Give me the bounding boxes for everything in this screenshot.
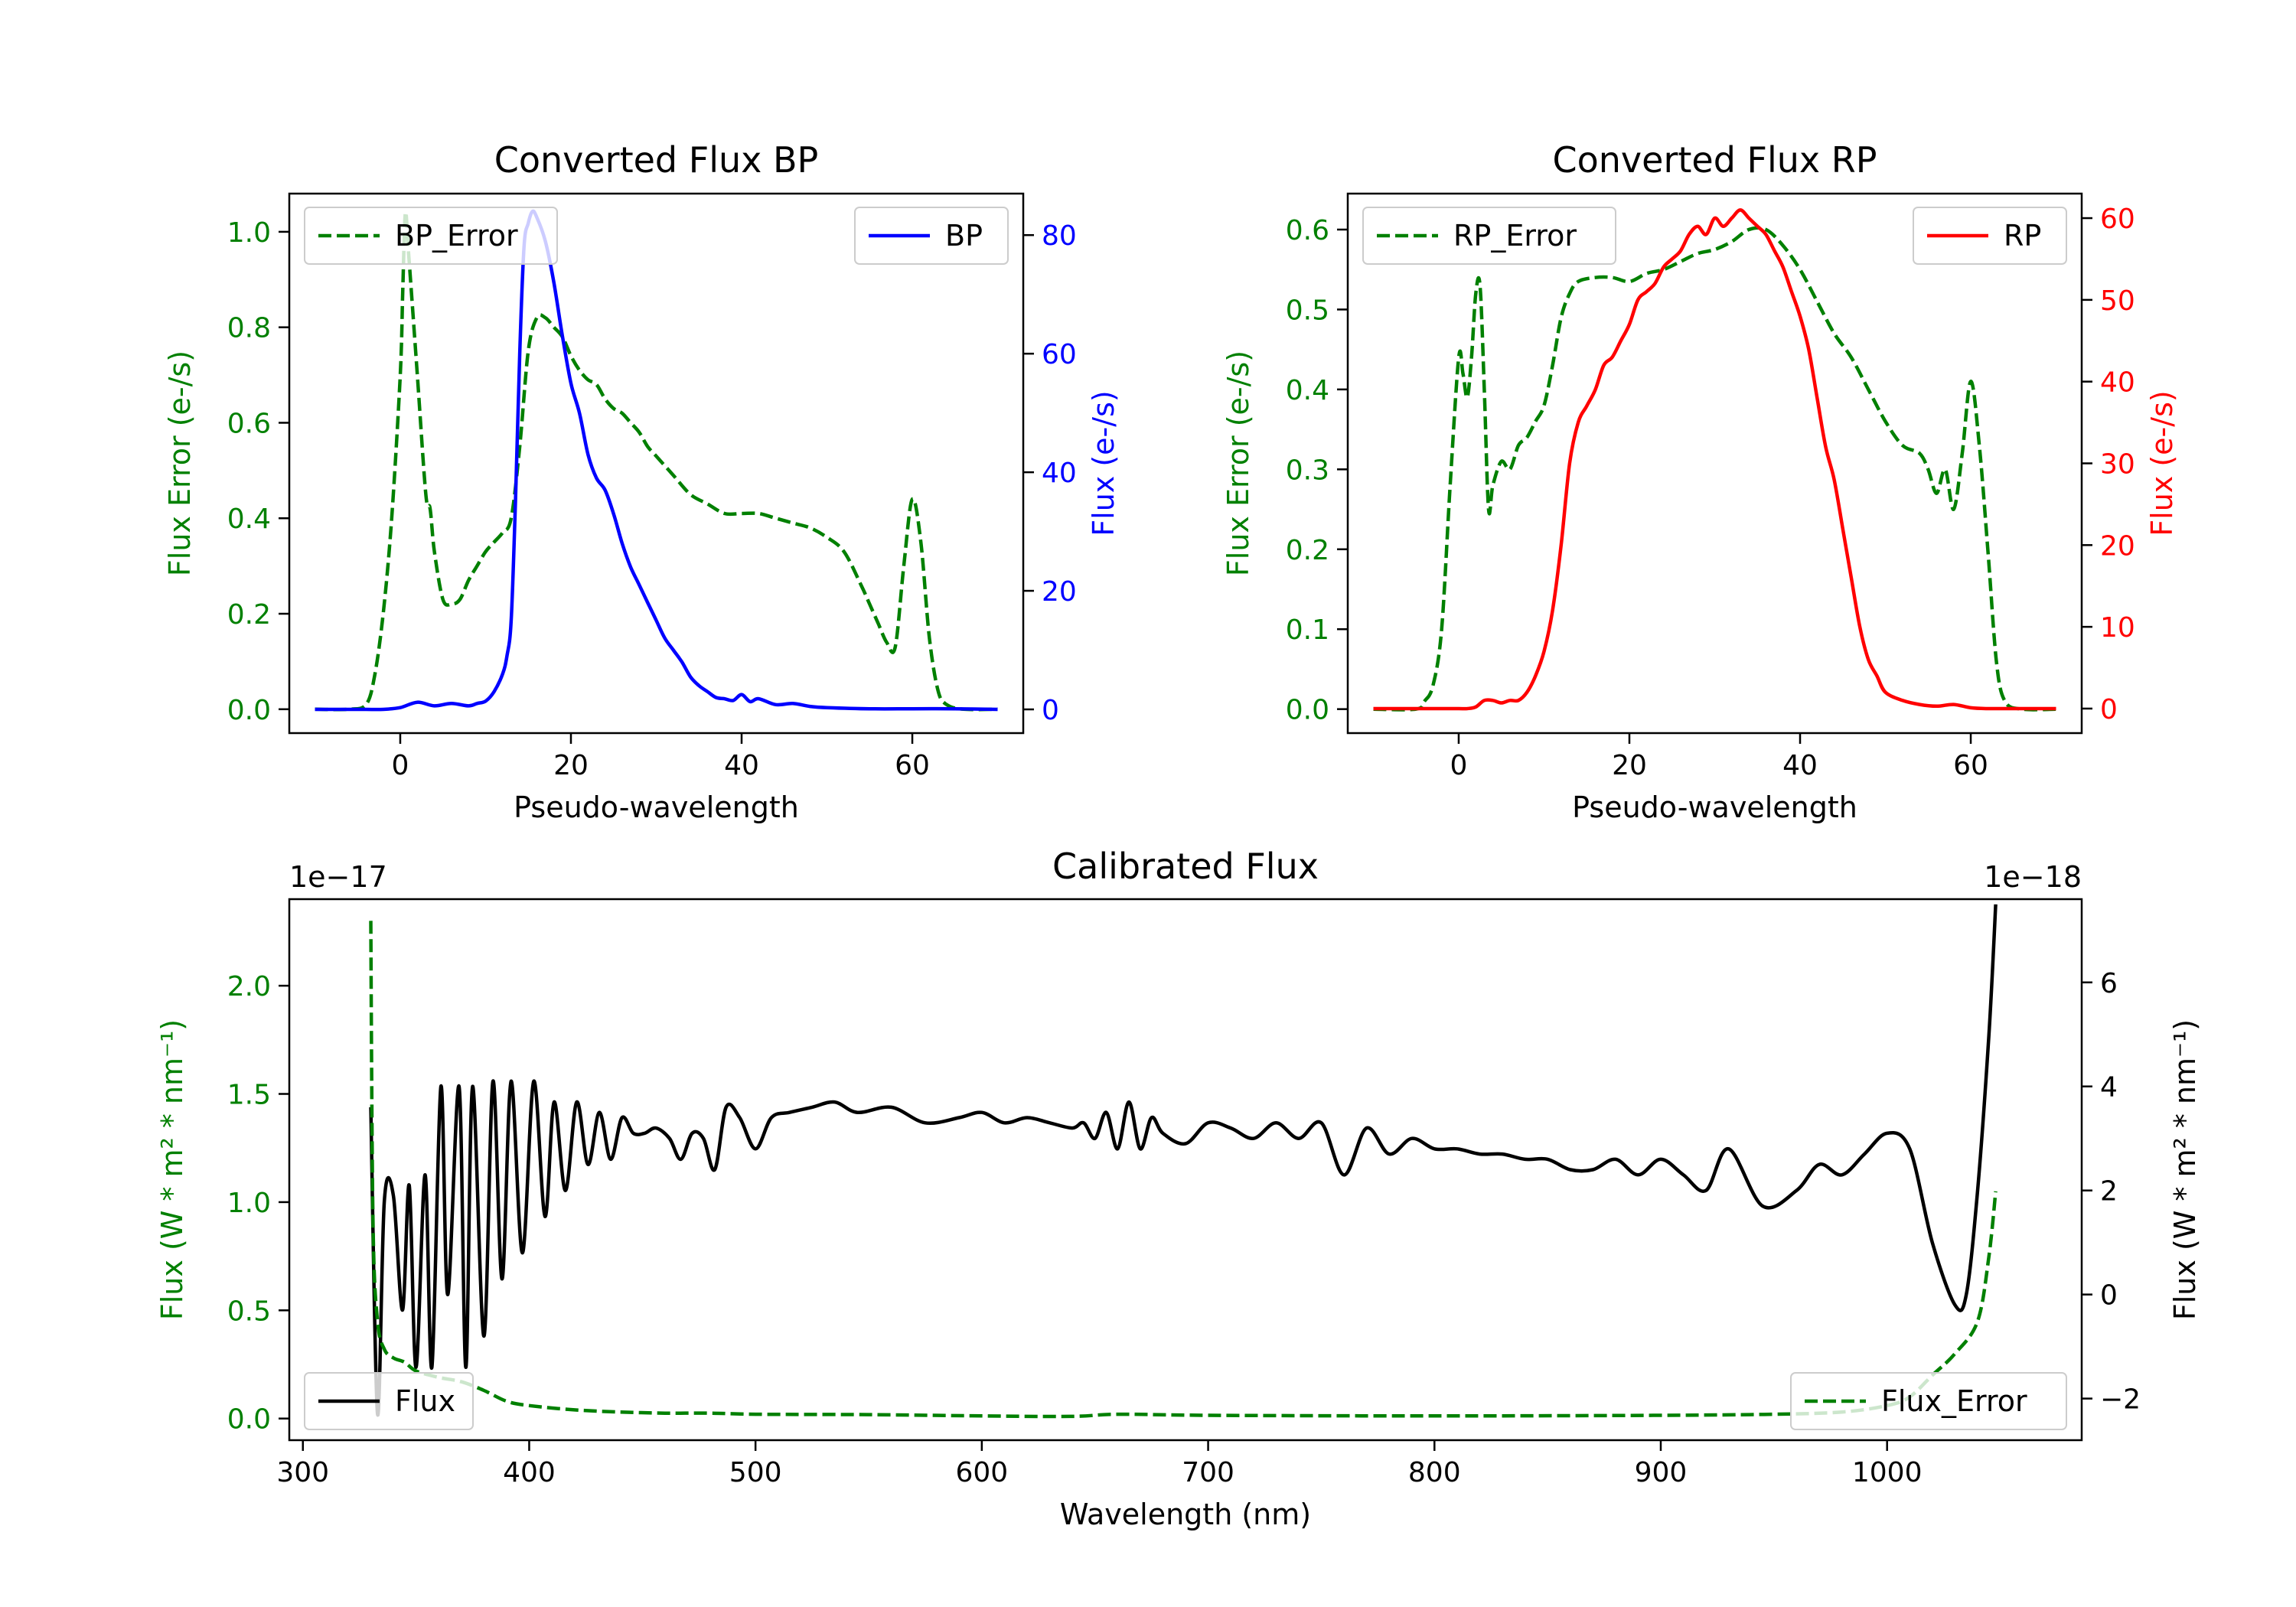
y-left-tick-label: 0.5 [227, 1296, 271, 1327]
y-left-tick-label: 0.2 [227, 599, 271, 631]
x-tick-label: 40 [1782, 750, 1818, 781]
y-left-tick-label: 1.0 [227, 1188, 271, 1219]
y-left-tick-label: 0.0 [227, 1404, 271, 1436]
legend-bp: BP [854, 207, 1009, 265]
plot-frame [288, 898, 2083, 1442]
x-tick-label: 700 [1182, 1457, 1234, 1488]
x-tick-label: 800 [1408, 1457, 1461, 1488]
y-left-tick-label: 0.4 [227, 504, 271, 535]
y-right-tick-label: 60 [1042, 339, 1077, 370]
x-axis-label: Wavelength (nm) [1060, 1498, 1311, 1531]
calibrated-chart: 300 400 500 600 700 800 900 1000 0.0 0.5 1.0 1.5 2.0… [155, 846, 2202, 1531]
y-right-axis-label: Flux (W * m² * nm⁻¹) [2168, 1019, 2202, 1320]
y-left-axis-label: Flux (W * m² * nm⁻¹) [155, 1019, 189, 1320]
legend-label: BP_Error [395, 219, 518, 253]
y-left-tick-label: 0.1 [1286, 614, 1329, 646]
x-tick-label: 60 [1953, 750, 1988, 781]
x-tick-label: 40 [724, 750, 759, 781]
y-right-tick-label: 80 [1042, 220, 1077, 252]
y-left-axis-label: Flux Error (e-/s) [1221, 350, 1255, 576]
legend-box [304, 207, 558, 265]
x-tick-label: 20 [1612, 750, 1647, 781]
series-line-flux [369, 904, 1998, 1417]
legend-box [1362, 207, 1616, 265]
legend-flux-error: Flux_Error [1790, 1372, 2067, 1430]
y-right-tick-label: 20 [1042, 576, 1077, 608]
y-right-axis-label: Flux (e-/s) [2145, 390, 2179, 536]
x-tick-label: 300 [276, 1457, 329, 1488]
y-right-tick-label: 0 [2100, 1280, 2118, 1312]
y-right-axis-label: Flux (e-/s) [1087, 390, 1120, 536]
legend-box [1913, 207, 2067, 265]
y-right-tick-label: 6 [2100, 968, 2118, 999]
legend-label: RP [2004, 219, 2041, 253]
series-line-flux-error [369, 921, 1998, 1419]
legend-flux: Flux [304, 1372, 474, 1430]
y-left-tick-label: 0.0 [227, 695, 271, 726]
legend-rp-error: RP_Error [1362, 207, 1616, 265]
y-left-offset-text: 1e−17 [289, 860, 387, 894]
legend-box [304, 1372, 474, 1430]
x-tick-label: 0 [392, 750, 409, 781]
y-right-tick-label: 30 [2100, 449, 2135, 481]
chart-title: Converted Flux BP [494, 139, 819, 181]
y-right-tick-label: 20 [2100, 530, 2135, 562]
x-tick-label: 900 [1635, 1457, 1688, 1488]
y-left-tick-label: 1.5 [227, 1080, 271, 1111]
y-left-tick-label: 0.6 [1286, 215, 1329, 246]
y-right-tick-label: 40 [1042, 458, 1077, 489]
legend-label: Flux [395, 1384, 455, 1418]
x-tick-label: 0 [1450, 750, 1468, 781]
x-tick-label: 1000 [1852, 1457, 1923, 1488]
y-left-axis-label: Flux Error (e-/s) [163, 350, 197, 576]
chart-title: Converted Flux RP [1553, 139, 1877, 181]
series-line-bp [315, 209, 998, 712]
x-tick-label: 20 [553, 750, 589, 781]
series-line-bp-error [315, 210, 998, 712]
y-left-tick-label: 0.0 [1286, 695, 1329, 726]
x-axis-label: Pseudo-wavelength [514, 790, 799, 824]
series-line-rp-error [1373, 226, 2056, 712]
legend-box [1790, 1372, 2067, 1430]
plot-frame [288, 192, 1025, 735]
x-tick-label: 60 [895, 750, 930, 781]
rp-chart: 0 20 40 60 0.0 0.1 0.2 0.3 0.4 0.5 0.6 0 10 20 30 40 50 6… [1221, 139, 2179, 824]
y-right-tick-label: 0 [2100, 694, 2118, 725]
legend-label: RP_Error [1453, 219, 1577, 253]
legend-bp-error: BP_Error [304, 207, 558, 265]
y-right-tick-label: 0 [1042, 695, 1059, 726]
y-left-tick-label: 0.5 [1286, 295, 1329, 326]
y-right-tick-label: 60 [2100, 204, 2135, 235]
y-left-tick-label: 0.2 [1286, 535, 1329, 566]
legend-rp: RP [1913, 207, 2067, 265]
series-line-rp [1373, 208, 2056, 711]
y-right-tick-label: −2 [2100, 1384, 2141, 1416]
y-right-tick-label: 40 [2100, 367, 2135, 399]
bp-chart: 0 20 40 60 0.0 0.2 0.4 0.6 0.8 1.0 0 20 40 60 80 Conver… [163, 139, 1120, 824]
x-axis-label: Pseudo-wavelength [1572, 790, 1857, 824]
x-tick-label: 400 [503, 1457, 556, 1488]
y-right-offset-text: 1e−18 [1984, 860, 2082, 894]
legend-box [854, 207, 1009, 265]
y-right-tick-label: 10 [2100, 612, 2135, 644]
y-left-tick-label: 0.3 [1286, 455, 1329, 486]
y-left-tick-label: 1.0 [227, 217, 271, 249]
y-left-tick-label: 0.6 [227, 408, 271, 439]
y-right-tick-label: 2 [2100, 1176, 2118, 1208]
x-tick-label: 500 [729, 1457, 782, 1488]
y-right-tick-label: 50 [2100, 285, 2135, 317]
x-tick-label: 600 [956, 1457, 1009, 1488]
y-left-tick-label: 0.8 [227, 313, 271, 344]
legend-label: Flux_Error [1881, 1384, 2027, 1418]
legend-label: BP [945, 219, 983, 253]
y-right-tick-label: 4 [2100, 1072, 2118, 1103]
y-left-tick-label: 0.4 [1286, 375, 1329, 406]
y-left-tick-label: 2.0 [227, 971, 271, 1002]
chart-title: Calibrated Flux [1052, 846, 1319, 887]
